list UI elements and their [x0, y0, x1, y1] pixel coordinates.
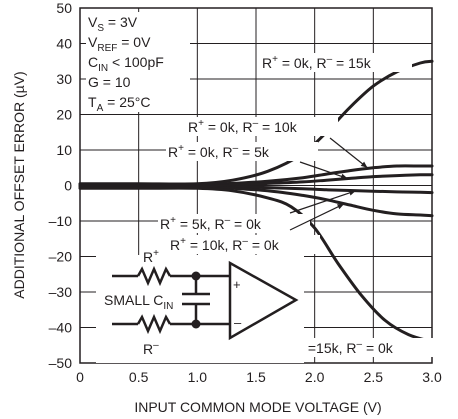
y-tick-label: –30 — [49, 284, 73, 300]
arrow-head — [348, 190, 356, 196]
label-r-plus: R+ — [143, 248, 159, 265]
x-tick-label: 1.5 — [246, 369, 266, 385]
arrow-head — [337, 203, 344, 210]
x-tick-label: 3.0 — [422, 369, 442, 385]
series-labels: R+ = 0k, R– = 15k R+ = 0k, R– = 10k R+ = 0… — [158, 53, 438, 357]
conditions-background — [86, 12, 190, 32]
junction-dot — [191, 271, 201, 281]
x-tick-label: 0.5 — [129, 369, 149, 385]
series-label-background — [158, 214, 310, 233]
condition-line: VREF = 0V — [88, 34, 151, 54]
conditions-background — [86, 52, 190, 72]
y-tick-label: –20 — [49, 249, 73, 265]
arrow-head — [340, 173, 348, 179]
y-tick-label: 30 — [56, 71, 72, 87]
series-label-background — [168, 235, 320, 254]
inset-schematic: + – R+ R– SMALL CIN — [96, 248, 304, 363]
arrow-line — [329, 137, 368, 169]
op-amp-triangle — [228, 260, 299, 341]
arrow-line — [299, 161, 348, 179]
arrow-line — [289, 190, 356, 214]
condition-line: TA = 25°C — [88, 94, 150, 114]
label-arrows — [289, 137, 368, 231]
x-tick-label: 2.0 — [305, 369, 325, 385]
y-tick-label: 10 — [56, 142, 72, 158]
y-tick-label: –10 — [49, 213, 73, 229]
y-tick-label: 50 — [56, 0, 72, 16]
y-tick-label: 20 — [56, 107, 72, 123]
arrow-head — [360, 161, 368, 168]
condition-line: CIN < 100pF — [88, 54, 164, 74]
y-axis-label: ADDITIONAL OFFSET ERROR (µV) — [11, 71, 27, 298]
x-tick-label: 0 — [76, 369, 84, 385]
conditions-background — [86, 72, 190, 92]
series-label: R+ = 0k, R– = 10k — [188, 118, 298, 135]
label-small-cin: SMALL CIN — [104, 292, 173, 312]
conditions-background — [86, 32, 190, 52]
y-tick-label: –50 — [49, 355, 73, 371]
condition-line: VS = 3V — [88, 14, 138, 34]
x-tick-label: 2.5 — [364, 369, 384, 385]
y-tick-label: 40 — [56, 36, 72, 52]
series-label: R+ = 0k, R– = 5k — [168, 143, 270, 160]
arrow-line — [289, 203, 345, 231]
series-label: R+ = 0k, R– = 15k — [262, 54, 372, 71]
y-tick-label: –40 — [49, 320, 73, 336]
series-label-background — [186, 117, 338, 136]
op-amp-minus-sign: – — [234, 315, 242, 330]
label-r-minus: R– — [143, 340, 159, 357]
y-tick-label: 0 — [64, 178, 72, 194]
x-axis-label: INPUT COMMON MODE VOLTAGE (V) — [134, 399, 381, 415]
condition-line: G = 10 — [88, 74, 131, 90]
tick-labels: 0 0.5 1.0 1.5 2.0 2.5 3.0 50 40 30 20 10 0 –10 –20 –30 –… — [49, 0, 442, 385]
junction-dot — [191, 319, 201, 329]
series-label: R+ = 10k, R– = 0k — [170, 236, 280, 253]
conditions-background — [86, 92, 190, 112]
series-label: R+ = 5k, R– = 0k — [160, 215, 262, 232]
x-tick-label: 1.0 — [188, 369, 208, 385]
series-label-background — [166, 142, 318, 161]
op-amp-plus-sign: + — [233, 277, 241, 292]
series-label-background — [260, 53, 412, 72]
series-label-background — [286, 338, 438, 357]
